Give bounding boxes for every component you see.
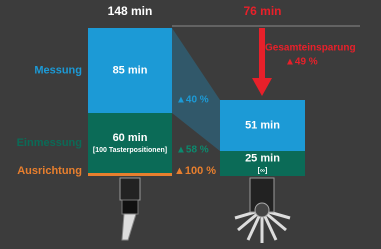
legend-label: Ausrichtung <box>17 165 82 177</box>
annotation: ▲58 % <box>176 145 209 156</box>
annotation: ▲49 % <box>285 57 318 68</box>
value-label: 85 min <box>113 64 148 76</box>
chart: 3 minAusrichtung60 min[100 Tasterpositio… <box>0 0 381 249</box>
value-label: 60 min <box>113 132 148 144</box>
annotation: ▲100 % <box>174 165 216 177</box>
total-label: 148 min <box>108 4 153 18</box>
value-sublabel: [∞] <box>258 167 268 174</box>
value-label: 25 min <box>245 152 280 164</box>
bar-segment <box>88 173 172 176</box>
value-sublabel: [100 Tasterpositionen] <box>93 147 167 154</box>
legend-label: Einmessung <box>17 137 82 149</box>
total-label: 76 min <box>243 4 281 18</box>
legend-label: Messung <box>34 64 82 76</box>
annotation: ▲40 % <box>176 95 209 106</box>
annotation: Gesamteinsparung <box>265 43 356 54</box>
value-label: 51 min <box>245 119 280 131</box>
